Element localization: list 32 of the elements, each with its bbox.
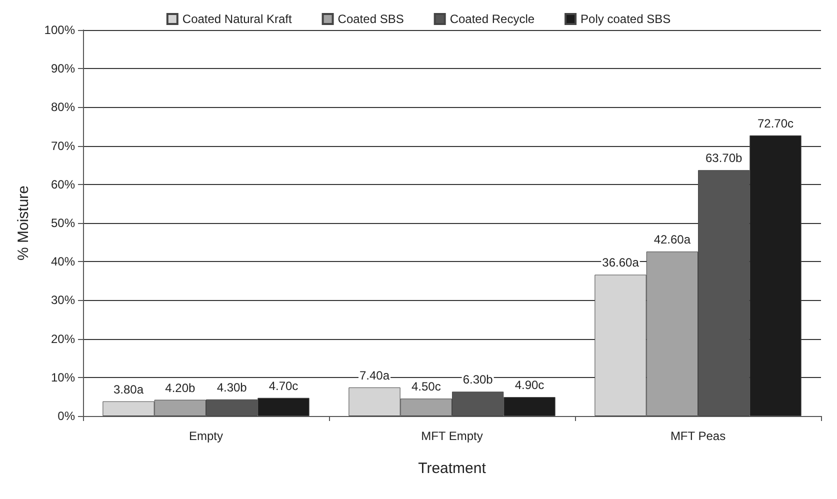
legend-label: Coated Recycle [450,12,535,26]
data-label: 3.80a [113,382,144,396]
legend-label: Poly coated SBS [580,12,671,26]
y-tick-label: 70% [50,138,76,153]
data-label: 72.70c [757,116,794,130]
y-tick-label: 0% [58,409,76,423]
y-axis-title: % Moisture [15,185,32,261]
y-tick-label: 40% [50,254,76,269]
data-label: 4.70c [268,378,298,393]
data-label: 4.30b [216,380,248,394]
y-tick-label: 100% [44,23,76,37]
x-tick-label: Empty [188,429,224,443]
y-tick-label: 90% [50,62,76,76]
x-axis-title: Treatment [418,460,487,477]
y-tick-label: 30% [50,293,76,308]
legend-label: Coated Natural Kraft [182,12,292,26]
y-tick-label: 60% [50,177,76,192]
legend-label: Coated SBS [338,12,404,26]
data-label: 7.40a [359,368,390,382]
data-label: 6.30b [462,372,494,387]
x-tick-label: MFT Peas [670,429,726,443]
data-label: 63.70b [705,151,743,166]
data-label: 42.60a [654,232,691,247]
y-tick-label: 20% [50,332,76,346]
data-label: 4.90c [514,378,544,392]
data-label: 4.50c [411,380,441,394]
x-tick-label: MFT Empty [421,429,483,443]
y-tick-label: 50% [50,216,76,230]
y-tick-label: 10% [50,370,76,384]
data-label: 36.60a [602,256,640,270]
y-tick-label: 80% [50,100,76,114]
data-label: 4.20b [165,380,196,395]
